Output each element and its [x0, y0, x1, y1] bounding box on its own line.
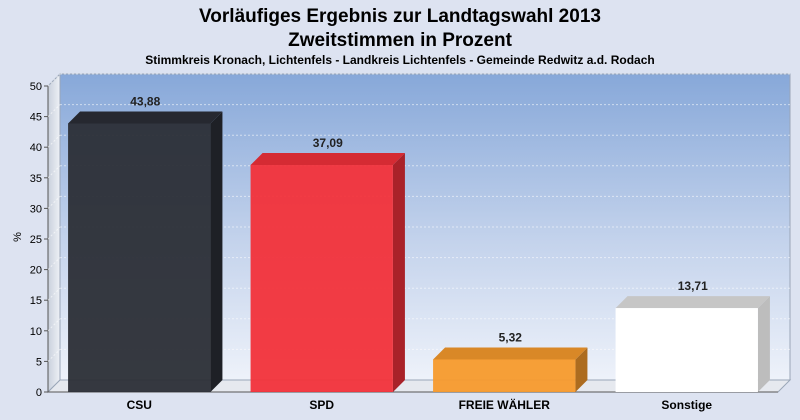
- bar-front: [68, 123, 211, 392]
- y-tick-label: 45: [30, 112, 42, 124]
- grid-line-wall: [47, 257, 61, 270]
- y-tick-label: 30: [30, 203, 42, 215]
- y-tick-label: 35: [30, 173, 42, 185]
- x-axis-labels: CSU SPD FREIE WÄHLER Sonstige: [127, 397, 713, 412]
- bar-front: [250, 165, 393, 392]
- bar-value-label: 5,32: [499, 330, 523, 344]
- chart-title: Vorläufiges Ergebnis zur Landtagswahl 20…: [199, 6, 601, 27]
- grid-line-wall: [47, 349, 61, 362]
- chart-subtitle: Zweitstimmen in Prozent: [288, 30, 512, 51]
- bar-csu: 43,88: [68, 94, 223, 392]
- y-tick-label: 25: [30, 234, 42, 246]
- y-tick-label: 40: [30, 142, 42, 154]
- bar-side: [392, 153, 405, 392]
- bar-side: [210, 111, 223, 392]
- y-axis-label: %: [12, 232, 24, 242]
- grid-line-wall: [47, 73, 61, 87]
- x-category-label: SPD: [309, 398, 334, 412]
- bars: 43,88 37,09 5,32 13,71: [68, 94, 770, 392]
- y-tick-label: 50: [30, 81, 42, 93]
- bar-sonstige: 13,71: [615, 279, 770, 392]
- y-tick-label: 0: [36, 387, 42, 399]
- grid-line-wall: [47, 196, 61, 209]
- bar-top: [433, 347, 588, 360]
- bar-top: [68, 111, 223, 124]
- grid-line-wall: [47, 165, 61, 179]
- y-tick-label: 20: [30, 265, 42, 277]
- grid-line-wall: [47, 226, 61, 240]
- bar-value-label: 13,71: [678, 279, 708, 293]
- bar-freie-w-hler: 5,32: [433, 330, 588, 392]
- bar-value-label: 37,09: [313, 136, 343, 150]
- bar-top: [250, 153, 405, 166]
- x-category-label: CSU: [127, 398, 152, 412]
- chart-region-label: Stimmkreis Kronach, Lichtenfels - Landkr…: [145, 53, 654, 67]
- y-axis-ticks: 0 5 10 15 20 25 30 35 40 45 50: [30, 81, 48, 399]
- grid-line-wall: [47, 318, 61, 332]
- y-tick-label: 15: [30, 295, 42, 307]
- bar-front: [615, 308, 758, 392]
- bar-side: [757, 296, 770, 392]
- grid-line-wall: [47, 287, 61, 301]
- y-tick-label: 10: [30, 326, 42, 338]
- x-category-label: Sonstige: [661, 398, 712, 412]
- bar-front: [433, 359, 576, 392]
- x-category-label: FREIE WÄHLER: [459, 397, 551, 412]
- bar-side: [575, 347, 588, 392]
- bar-top: [615, 296, 770, 309]
- grid-line-wall: [47, 134, 61, 148]
- grid-line-wall: [47, 104, 61, 117]
- y-tick-label: 5: [36, 356, 42, 368]
- bar-spd: 37,09: [250, 136, 405, 392]
- bar-value-label: 43,88: [130, 94, 160, 108]
